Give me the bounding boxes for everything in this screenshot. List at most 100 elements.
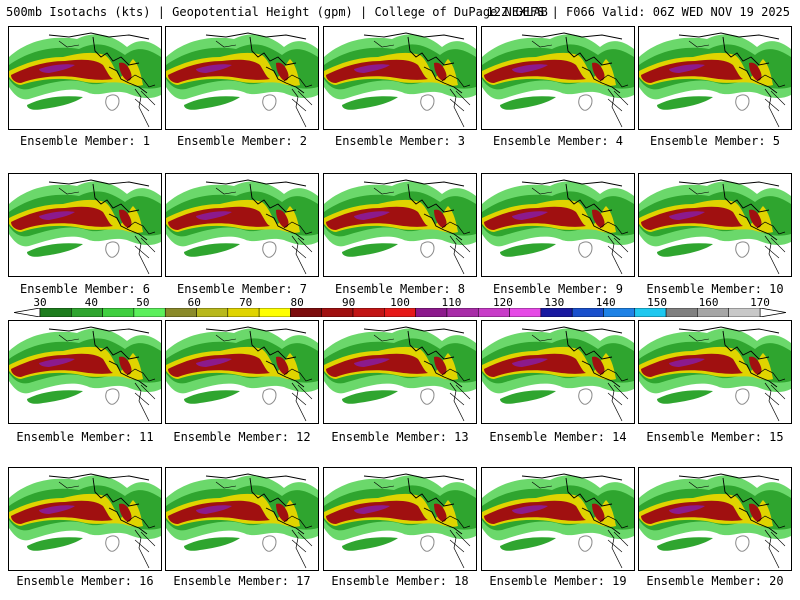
- colorbar-bin: [227, 308, 260, 317]
- ensemble-panel: [481, 26, 635, 130]
- colorbar-tick-label: 110: [441, 296, 462, 309]
- colorbar-bin: [634, 308, 667, 317]
- colorbar-bin: [478, 308, 510, 317]
- ensemble-member-caption: Ensemble Member: 10: [646, 282, 784, 296]
- ensemble-panel: [638, 26, 792, 130]
- ensemble-member-caption: Ensemble Member: 13: [331, 430, 469, 444]
- isotach-map: [9, 32, 161, 128]
- colorbar-tick-label: 170: [750, 296, 770, 309]
- colorbar-bin: [728, 308, 761, 317]
- colorbar-bin: [39, 308, 72, 317]
- colorbar-tick-label: 80: [290, 296, 304, 309]
- colorbar-bar: [14, 308, 786, 317]
- colorbar-tick-label: 70: [239, 296, 253, 309]
- ensemble-member-caption: Ensemble Member: 2: [176, 134, 308, 148]
- isotach-colorbar: 30 40 50 60 70 80 90 100 110 120 130 140 150 160 170: [14, 296, 786, 320]
- isotach-map: [639, 473, 791, 569]
- isotach-map: [166, 32, 318, 128]
- header-title: 500mb Isotachs (kts) | Geopotential Heig…: [6, 5, 548, 19]
- isotach-map: [482, 32, 634, 128]
- colorbar-tick-label: 120: [492, 296, 513, 309]
- ensemble-member-caption: Ensemble Member: 11: [16, 430, 154, 444]
- colorbar-bin: [509, 308, 542, 317]
- colorbar-tick-label: 160: [698, 296, 719, 309]
- colorbar-tick-label: 40: [84, 296, 99, 309]
- colorbar-bin: [540, 308, 573, 317]
- ensemble-member-caption: Ensemble Member: 12: [173, 430, 311, 444]
- colorbar-bin: [196, 308, 229, 317]
- isotach-map: [166, 473, 318, 569]
- colorbar-bin: [415, 308, 448, 317]
- colorbar-bin: [290, 308, 322, 317]
- colorbar-bin: [258, 308, 291, 317]
- ensemble-member-caption: Ensemble Member: 15: [646, 430, 784, 444]
- isotach-map: [9, 179, 161, 275]
- colorbar-bin: [352, 308, 385, 317]
- ensemble-member-caption: Ensemble Member: 1: [19, 134, 151, 148]
- colorbar-bin: [603, 308, 636, 317]
- ensemble-panel: [165, 173, 319, 277]
- isotach-map: [166, 179, 318, 275]
- colorbar-tick-label: 150: [647, 296, 668, 309]
- isotach-map: [482, 326, 634, 422]
- ensemble-member-caption: Ensemble Member: 9: [492, 282, 624, 296]
- ensemble-panel: [481, 173, 635, 277]
- ensemble-member-caption: Ensemble Member: 4: [492, 134, 624, 148]
- isotach-map: [9, 473, 161, 569]
- map-header: 500mb Isotachs (kts) | Geopotential Heig…: [0, 0, 800, 24]
- colorbar-bin: [571, 308, 604, 317]
- isotach-map: [482, 473, 634, 569]
- colorbar-left-arrow: [14, 308, 41, 317]
- ensemble-panel: [165, 467, 319, 571]
- colorbar-bin: [384, 308, 416, 317]
- colorbar-right-arrow: [759, 308, 786, 317]
- isotach-map: [639, 179, 791, 275]
- ensemble-panel: [323, 467, 477, 571]
- isotach-map: [166, 326, 318, 422]
- colorbar-bin: [446, 308, 479, 317]
- ensemble-panel: [323, 173, 477, 277]
- isotach-map: [324, 326, 476, 422]
- ensemble-panel: [323, 320, 477, 424]
- ensemble-member-caption: Ensemble Member: 5: [649, 134, 781, 148]
- colorbar-tick-label: 60: [187, 296, 201, 309]
- header-valid-time: 12Z GEFS | F066 Valid: 06Z WED NOV 19 20…: [486, 5, 790, 19]
- ensemble-panel: [481, 320, 635, 424]
- ensemble-member-caption: Ensemble Member: 17: [173, 574, 311, 588]
- colorbar-bin: [133, 308, 166, 317]
- ensemble-member-caption: Ensemble Member: 20: [646, 574, 784, 588]
- ensemble-panel: [638, 320, 792, 424]
- ensemble-panel: [481, 467, 635, 571]
- ensemble-member-caption: Ensemble Member: 6: [19, 282, 151, 296]
- colorbar-bin: [665, 308, 698, 317]
- ensemble-panel: [638, 173, 792, 277]
- ensemble-panel: [8, 467, 162, 571]
- colorbar-bin: [697, 308, 729, 317]
- colorbar-tick-label: 140: [595, 296, 616, 309]
- colorbar-tick-label: 130: [544, 296, 565, 309]
- ensemble-panel: [323, 26, 477, 130]
- ensemble-panel: [8, 320, 162, 424]
- isotach-map: [9, 326, 161, 422]
- isotach-map: [324, 32, 476, 128]
- colorbar-bin: [71, 308, 103, 317]
- colorbar-bin: [321, 308, 354, 317]
- ensemble-member-caption: Ensemble Member: 18: [331, 574, 469, 588]
- isotach-map: [639, 326, 791, 422]
- ensemble-panel: [8, 26, 162, 130]
- colorbar-bin: [102, 308, 135, 317]
- ensemble-member-caption: Ensemble Member: 3: [334, 134, 466, 148]
- colorbar-tick-label: 50: [136, 296, 150, 309]
- ensemble-member-caption: Ensemble Member: 16: [16, 574, 154, 588]
- colorbar-ticks: 30 40 50 60 70 80 90 100 110 120 130 140 150 160 170: [14, 296, 786, 309]
- ensemble-panel: [638, 467, 792, 571]
- ensemble-member-caption: Ensemble Member: 7: [176, 282, 308, 296]
- isotach-map: [639, 32, 791, 128]
- isotach-map: [482, 179, 634, 275]
- ensemble-member-caption: Ensemble Member: 8: [334, 282, 466, 296]
- ensemble-member-caption: Ensemble Member: 19: [489, 574, 627, 588]
- isotach-map: [324, 179, 476, 275]
- colorbar-bin: [164, 308, 197, 317]
- isotach-map: [324, 473, 476, 569]
- colorbar-tick-label: 90: [341, 296, 356, 309]
